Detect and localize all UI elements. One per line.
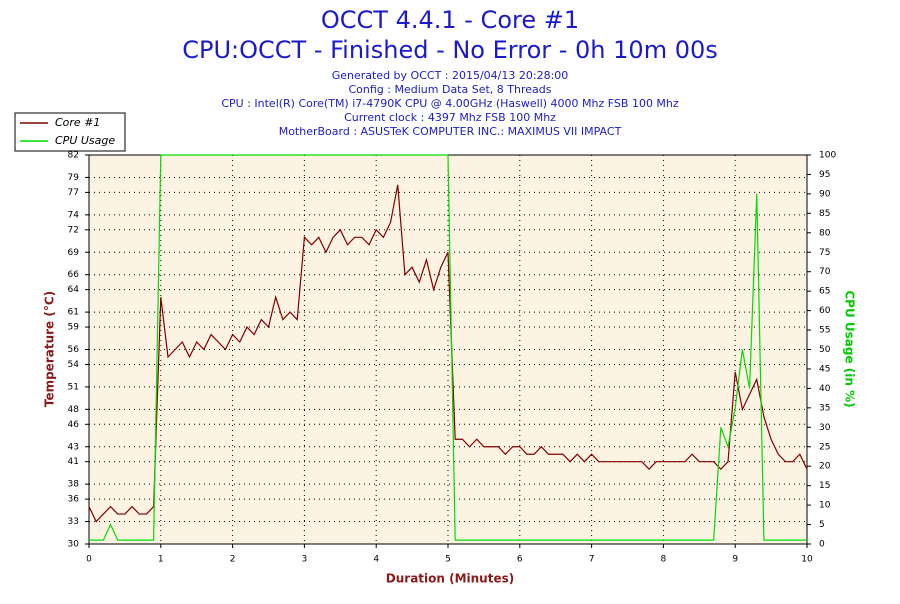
y-tick-label: 54: [68, 360, 80, 370]
chart-title: OCCT 4.4.1 - Core #1: [321, 6, 579, 34]
y2-tick-label: 5: [819, 520, 825, 530]
y-tick-label: 77: [68, 188, 79, 198]
y2-tick-label: 65: [819, 287, 830, 297]
y2-tick-label: 0: [819, 540, 825, 550]
y2-tick-label: 70: [819, 267, 831, 277]
y2-tick-label: 55: [819, 326, 830, 336]
y-tick-label: 79: [68, 173, 80, 183]
y-tick-label: 59: [68, 323, 80, 333]
legend-label: Core #1: [55, 116, 100, 129]
y-tick-label: 46: [68, 420, 80, 430]
y-tick-label: 82: [68, 151, 79, 161]
y2-tick-label: 50: [819, 345, 831, 355]
y-tick-label: 74: [68, 210, 80, 220]
y-tick-label: 72: [68, 225, 79, 235]
y-tick-label: 48: [68, 405, 80, 415]
y2-tick-label: 90: [819, 189, 831, 199]
info-line: MotherBoard : ASUSTeK COMPUTER INC.: MAX…: [279, 125, 622, 138]
x-tick-label: 6: [517, 555, 523, 565]
y2-tick-label: 10: [819, 501, 831, 511]
y2-tick-label: 60: [819, 306, 831, 316]
y-tick-label: 41: [68, 457, 79, 467]
y2-tick-label: 20: [819, 462, 831, 472]
info-line: CPU : Intel(R) Core(TM) i7-4790K CPU @ 4…: [221, 97, 679, 110]
chart-subtitle: CPU:OCCT - Finished - No Error - 0h 10m …: [182, 36, 718, 64]
y-axis-label: Temperature (°C): [43, 291, 57, 407]
y-tick-label: 51: [68, 382, 79, 392]
y2-tick-label: 40: [819, 384, 831, 394]
x-tick-label: 1: [158, 555, 164, 565]
x-axis-label: Duration (Minutes): [386, 572, 514, 586]
y2-tick-label: 45: [819, 364, 830, 374]
y-tick-label: 61: [68, 308, 79, 318]
x-tick-label: 10: [801, 555, 813, 565]
x-tick-label: 4: [373, 555, 379, 565]
info-line: Current clock : 4397 Mhz FSB 100 Mhz: [344, 111, 556, 124]
x-tick-label: 2: [230, 555, 236, 565]
x-tick-label: 3: [302, 555, 308, 565]
y-tick-label: 64: [68, 285, 80, 295]
x-tick-label: 9: [732, 555, 738, 565]
y2-tick-label: 30: [819, 423, 831, 433]
x-tick-label: 5: [445, 555, 451, 565]
x-tick-label: 0: [86, 555, 92, 565]
y-tick-label: 69: [68, 248, 80, 258]
series-line: [89, 154, 807, 541]
plot-area: [88, 154, 808, 545]
y2-tick-label: 100: [819, 151, 836, 161]
y-tick-label: 38: [68, 480, 80, 490]
y-tick-label: 43: [68, 442, 79, 452]
y-tick-label: 36: [68, 495, 80, 505]
x-tick-label: 7: [589, 555, 595, 565]
series-line: [88, 184, 808, 523]
y-tick-label: 30: [68, 540, 80, 550]
y-tick-label: 33: [68, 517, 79, 527]
y2-tick-label: 95: [819, 170, 830, 180]
info-line: Config : Medium Data Set, 8 Threads: [349, 83, 552, 96]
y2-axis-label: CPU Usage (in %): [843, 290, 857, 407]
y-tick-label: 66: [68, 270, 80, 280]
x-tick-label: 8: [661, 555, 667, 565]
y2-tick-label: 75: [819, 248, 830, 258]
y2-tick-label: 80: [819, 228, 831, 238]
y2-tick-label: 15: [819, 481, 830, 491]
legend-label: CPU Usage: [55, 134, 115, 147]
y2-tick-label: 25: [819, 442, 830, 452]
legend-box: [14, 112, 126, 152]
y-tick-label: 56: [68, 345, 80, 355]
info-line: Generated by OCCT : 2015/04/13 20:28:00: [332, 69, 569, 82]
y2-tick-label: 35: [819, 403, 830, 413]
y2-tick-label: 85: [819, 209, 830, 219]
